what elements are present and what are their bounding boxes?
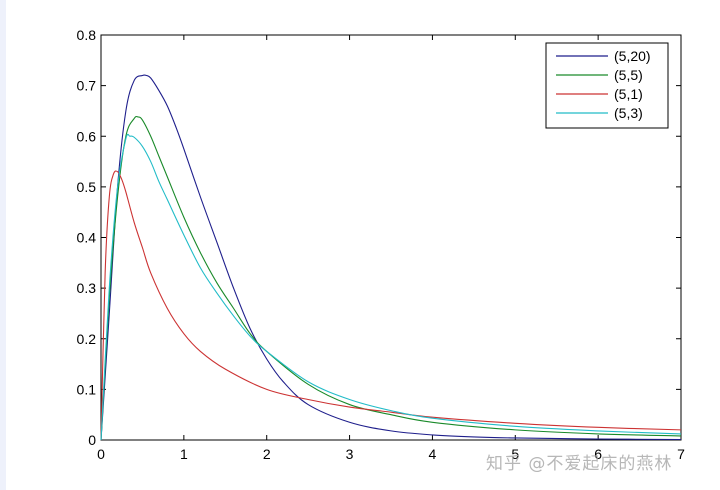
y-tick-label: 0.3 [77, 280, 97, 296]
series-line-2 [100, 170, 682, 441]
series-lines [100, 74, 682, 441]
y-tick-label: 0.1 [77, 381, 97, 397]
y-tick-label: 0.8 [77, 27, 97, 43]
y-tick-label: 0.5 [77, 179, 97, 195]
series-line-1 [100, 115, 682, 441]
legend-items: (5,20) (5,5) (5,1) (5,3) [556, 48, 651, 121]
y-tick-label: 0 [88, 432, 96, 448]
left-edge-strip [0, 0, 6, 490]
x-tick-label: 7 [677, 446, 685, 462]
legend-label: (5,1) [614, 86, 643, 102]
legend-box [545, 42, 669, 129]
y-tick-label: 0.4 [77, 230, 97, 246]
legend: (5,20) (5,5) (5,1) (5,3) [545, 42, 669, 129]
x-tick-label: 1 [180, 446, 188, 462]
legend-label: (5,3) [614, 105, 643, 121]
x-tick-label: 5 [511, 446, 519, 462]
watermark-text: 知乎 @不爱起床的燕林 [486, 454, 673, 474]
x-tick-labels: 0 1 2 3 4 5 6 7 [97, 446, 685, 462]
legend-label: (5,20) [614, 48, 651, 64]
y-tick-label: 0.6 [77, 128, 97, 144]
series-line-0 [100, 74, 682, 441]
y-tick-labels: 0 0.1 0.2 0.3 0.4 0.5 0.6 0.7 0.8 [77, 27, 97, 448]
series-line-3 [100, 133, 682, 441]
x-tick-label: 2 [263, 446, 271, 462]
x-tick-label: 0 [97, 446, 105, 462]
legend-label: (5,5) [614, 67, 643, 83]
y-tick-label: 0.2 [77, 331, 97, 347]
x-tick-label: 3 [346, 446, 354, 462]
x-tick-label: 6 [594, 446, 602, 462]
x-tick-label: 4 [429, 446, 437, 462]
y-tick-label: 0.7 [77, 78, 97, 94]
